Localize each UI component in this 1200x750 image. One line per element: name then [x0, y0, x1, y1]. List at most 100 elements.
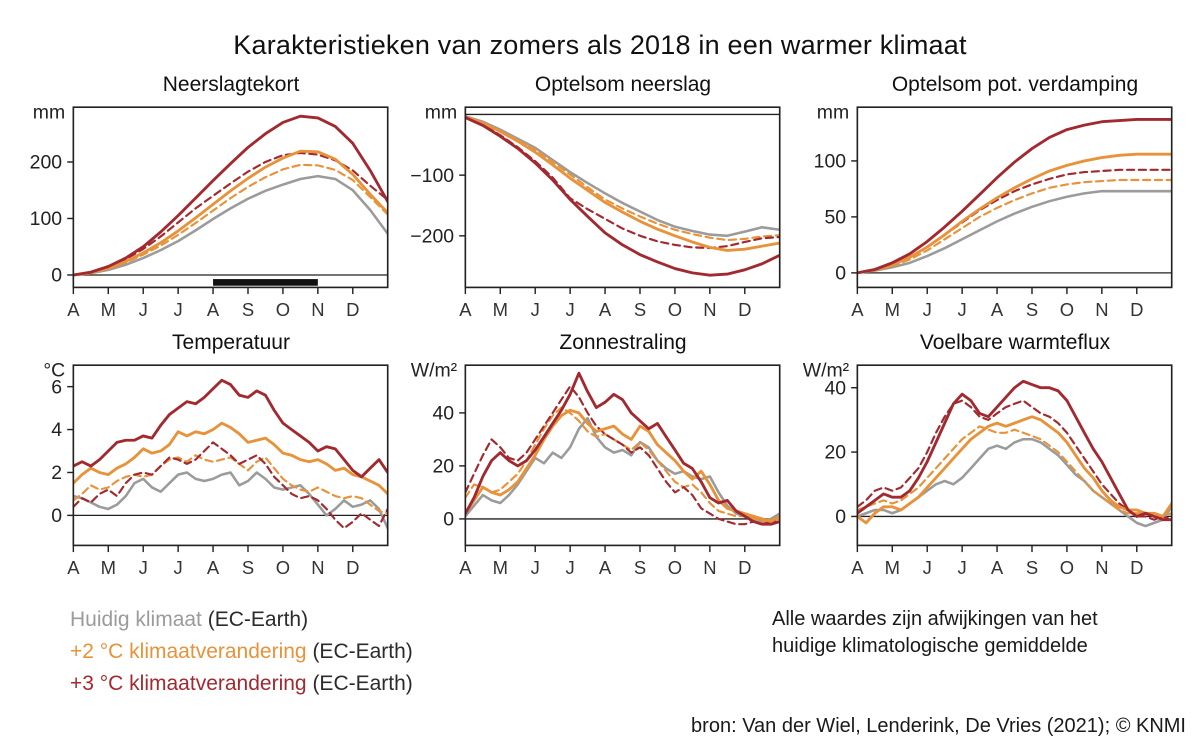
chart-optelsom-verdamping: Optelsom pot. verdamping 0 50 100 A M J J A S O N D… [800, 71, 1184, 323]
x-tick-label: O [1060, 557, 1074, 578]
x-tick-label: N [1095, 299, 1108, 320]
y-tick-label: 0 [835, 506, 846, 528]
x-tick-label: J [958, 557, 967, 578]
y-axis-unit: mm [817, 101, 849, 123]
legend-label-huidig: Huidig klimaat [70, 607, 202, 631]
legend-item-huidig: Huidig klimaat (EC-Earth) [70, 604, 772, 636]
x-tick-label: S [242, 557, 254, 578]
x-tick-label: J [958, 299, 967, 320]
x-tick-label: S [1026, 299, 1038, 320]
x-tick-label: J [923, 557, 932, 578]
legend-item-plus3: +3 °C klimaatverandering (EC-Earth) [70, 668, 772, 700]
y-tick-label: 40 [432, 403, 454, 425]
series-plus2-dashed-line [857, 425, 1172, 518]
series-plus3-line [465, 371, 780, 526]
x-tick-label: D [346, 299, 359, 320]
x-tick-label: A [599, 299, 612, 320]
x-tick-label: N [1095, 557, 1108, 578]
y-tick-label: 20 [824, 442, 846, 464]
y-tick-label: 20 [432, 456, 454, 478]
y-axis-unit: W/m² [803, 360, 850, 382]
chart-zonnestraling: Zonnestraling 0 20 40 A M J J A S O N D W/m² [408, 329, 792, 581]
figure-title: Karakteristieken van zomers als 2018 in … [233, 30, 967, 60]
x-tick-label: A [67, 557, 80, 578]
series-plus3-dashed-line [857, 399, 1172, 522]
chart-title: Optelsom pot. verdamping [891, 73, 1139, 96]
x-tick-label: O [276, 557, 290, 578]
x-tick-label: O [668, 299, 682, 320]
chart-title: Zonnestraling [559, 331, 687, 355]
y-tick-label: 100 [814, 151, 847, 173]
x-tick-label: A [207, 557, 220, 578]
x-tick-label: S [634, 557, 646, 578]
chart-title: Optelsom neerslag [534, 73, 712, 96]
y-tick-label: −200 [410, 225, 454, 247]
legend-label-plus3: +3 °C klimaatverandering [70, 671, 307, 695]
source-credit: bron: Van der Wiel, Lenderink, De Vries … [691, 715, 1186, 737]
series-huidig-line [73, 174, 388, 277]
x-tick-label: J [531, 557, 540, 578]
y-tick-label: 0 [443, 509, 454, 531]
y-axis-unit: mm [33, 101, 65, 123]
x-tick-label: A [67, 299, 80, 320]
series-group [73, 114, 388, 277]
y-tick-label: 6 [51, 377, 62, 399]
plot-frame [72, 364, 389, 547]
x-tick-label: N [311, 299, 324, 320]
legend-suffix: (EC-Earth) [306, 639, 413, 663]
x-tick-label: O [276, 299, 290, 320]
series-huidig-line [465, 115, 780, 238]
series-plus3-dashed-line [73, 151, 388, 277]
x-tick-label: A [851, 299, 864, 320]
series-group [857, 380, 1172, 528]
x-tick-label: J [566, 299, 575, 320]
y-tick-label: 200 [30, 152, 63, 174]
series-plus2-dashed-line [465, 406, 780, 523]
x-tick-label: J [174, 299, 183, 320]
plot-frame [464, 106, 781, 289]
x-tick-label: S [634, 299, 646, 320]
y-tick-label: 50 [824, 207, 846, 229]
y-tick-label: 100 [30, 208, 63, 230]
series-group [857, 118, 1172, 275]
plot-frame [856, 106, 1173, 289]
series-plus2-line [73, 421, 388, 496]
legend-suffix: (EC-Earth) [306, 671, 413, 695]
x-tick-label: O [1060, 299, 1074, 320]
y-axis-unit: W/m² [411, 360, 458, 382]
series-group [465, 371, 780, 526]
x-tick-label: A [599, 557, 612, 578]
y-tick-label: 0 [51, 505, 62, 527]
series-plus2-line [465, 409, 780, 524]
footer: Huidig klimaat (EC-Earth) +2 °C klimaatv… [0, 604, 1200, 700]
note-line-1: Alle waardes zijn afwijkingen van het [772, 607, 1098, 630]
legend-suffix: (EC-Earth) [201, 607, 309, 631]
notes: Alle waardes zijn afwijkingen van het hu… [772, 606, 1144, 660]
x-tick-label: J [139, 299, 148, 320]
series-plus2-line [465, 115, 780, 252]
x-tick-label: M [885, 299, 900, 320]
chart-voelbare-warmteflux: Voelbare warmteflux 0 20 40 A M J J A S O N D W/m² [800, 329, 1184, 581]
y-axis-unit: °C [43, 360, 65, 382]
series-group [465, 115, 780, 277]
plot-frame [464, 364, 781, 547]
plot-frame [856, 364, 1173, 547]
y-tick-label: 40 [824, 378, 846, 400]
x-tick-label: M [101, 557, 116, 578]
chart-title: Temperatuur [172, 331, 290, 355]
x-tick-label: A [459, 557, 472, 578]
x-tick-label: J [139, 557, 148, 578]
legend-label-plus2: +2 °C klimaatverandering [70, 639, 307, 663]
x-tick-label: A [991, 299, 1004, 320]
series-plus2-line [857, 152, 1172, 275]
x-tick-label: M [493, 557, 508, 578]
x-tick-label: J [923, 299, 932, 320]
x-tick-label: M [101, 299, 116, 320]
